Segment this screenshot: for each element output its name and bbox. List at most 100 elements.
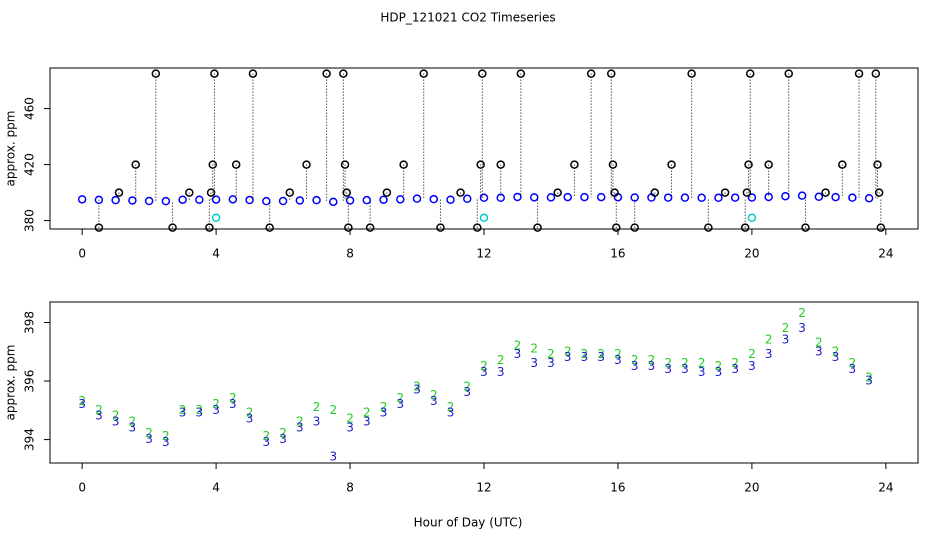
point: 2 [279, 426, 287, 440]
point [206, 188, 216, 197]
point [610, 188, 619, 197]
point [456, 188, 465, 197]
point: 2 [78, 394, 86, 408]
x-tick-label: 20 [744, 247, 759, 261]
y-tick-label: 398 [23, 311, 37, 334]
point [231, 160, 241, 169]
point [479, 213, 489, 223]
point [831, 192, 840, 202]
point [513, 192, 522, 202]
point: 3 [112, 415, 120, 429]
y-axis-label: approx. ppm [4, 345, 18, 421]
point [94, 223, 104, 232]
point [687, 69, 696, 78]
point: 2 [782, 321, 790, 335]
point [781, 191, 790, 201]
point: 2 [430, 388, 438, 402]
point [114, 188, 124, 197]
point: 3 [681, 362, 689, 376]
point [144, 196, 154, 206]
point: 3 [530, 356, 538, 370]
point: 2 [865, 371, 873, 385]
point [128, 196, 137, 205]
point: 3 [497, 365, 505, 379]
point: 3 [329, 450, 337, 464]
point [478, 69, 487, 78]
point [814, 192, 824, 202]
point: 3 [564, 350, 572, 364]
x-tick-label: 0 [78, 481, 86, 495]
point: 2 [313, 400, 321, 414]
x-tick-label: 4 [212, 247, 220, 261]
point [871, 69, 881, 78]
point: 3 [396, 397, 404, 411]
point [873, 160, 882, 169]
point [720, 188, 730, 197]
point: 2 [413, 379, 421, 393]
y-tick-label: 394 [23, 428, 37, 451]
point [570, 160, 579, 169]
point: 2 [514, 338, 522, 352]
point [854, 69, 864, 78]
point [821, 188, 830, 197]
point [382, 188, 392, 197]
point: 2 [179, 403, 187, 417]
point: 3 [782, 333, 790, 347]
point [747, 213, 757, 223]
point: 3 [832, 350, 840, 364]
point [342, 188, 351, 197]
point: 3 [748, 359, 756, 373]
x-tick-label: 12 [476, 247, 491, 261]
point: 3 [129, 420, 137, 434]
y-tick-label: 460 [23, 97, 37, 120]
point: 2 [380, 400, 388, 414]
point [744, 160, 753, 169]
point [876, 223, 886, 232]
point [463, 194, 472, 204]
point: 3 [196, 406, 204, 420]
point [302, 160, 311, 169]
point [553, 188, 562, 197]
point [864, 193, 874, 203]
point [697, 193, 706, 203]
point [77, 195, 87, 204]
point [742, 188, 752, 197]
point: 2 [145, 426, 153, 440]
x-tick-label: 0 [78, 247, 86, 261]
point [362, 195, 372, 205]
point: 2 [263, 429, 271, 443]
point [730, 193, 740, 202]
point: 3 [547, 356, 555, 370]
point [111, 195, 120, 205]
point [496, 160, 505, 169]
x-tick-label: 8 [346, 247, 354, 261]
point [399, 160, 408, 169]
point [586, 69, 596, 78]
point: 2 [832, 344, 840, 358]
point [151, 69, 161, 78]
point [262, 196, 271, 206]
point [874, 188, 884, 197]
point: 3 [162, 435, 170, 449]
point: 2 [798, 306, 806, 320]
point: 2 [497, 353, 505, 367]
y-tick-label: 396 [23, 370, 37, 393]
point: 3 [865, 374, 873, 388]
point: 3 [246, 412, 254, 426]
point [412, 194, 422, 203]
point [312, 195, 321, 205]
point [797, 191, 807, 200]
point [340, 160, 350, 169]
point: 2 [815, 335, 823, 349]
point: 2 [95, 403, 103, 417]
point: 3 [463, 385, 471, 399]
point [446, 195, 455, 204]
point: 2 [162, 429, 170, 443]
point: 2 [765, 333, 773, 347]
point: 3 [95, 409, 103, 423]
point [285, 188, 295, 197]
point [436, 223, 445, 232]
x-tick-label: 4 [212, 481, 220, 495]
point: 2 [748, 347, 756, 361]
